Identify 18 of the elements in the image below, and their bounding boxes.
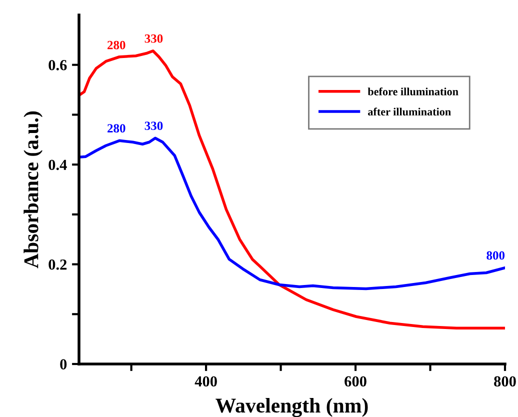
x-tick-label: 800 <box>494 376 516 387</box>
annotation: 280 <box>108 40 126 50</box>
line-series <box>79 136 505 290</box>
y-tick-label: 0.2 <box>48 259 67 270</box>
annotation: 330 <box>144 122 163 130</box>
y-tick-label: 0.4 <box>48 160 67 170</box>
legend-label: after illumination <box>368 108 451 116</box>
y-axis-title: Absorbance (a.u.) <box>24 111 43 268</box>
annotation: 280 <box>108 124 126 133</box>
x-tick-label: 600 <box>344 376 366 387</box>
x-tick-label: 400 <box>194 376 217 387</box>
y-tick-label: 0.6 <box>48 60 67 70</box>
annotation: 800 <box>486 251 505 260</box>
legend-label: before illumination <box>368 87 458 96</box>
y-tick-label: 0 <box>60 359 67 370</box>
x-axis-title: Wavelength (nm) <box>216 398 368 417</box>
annotation: 330 <box>144 34 163 43</box>
line-series <box>79 50 505 330</box>
